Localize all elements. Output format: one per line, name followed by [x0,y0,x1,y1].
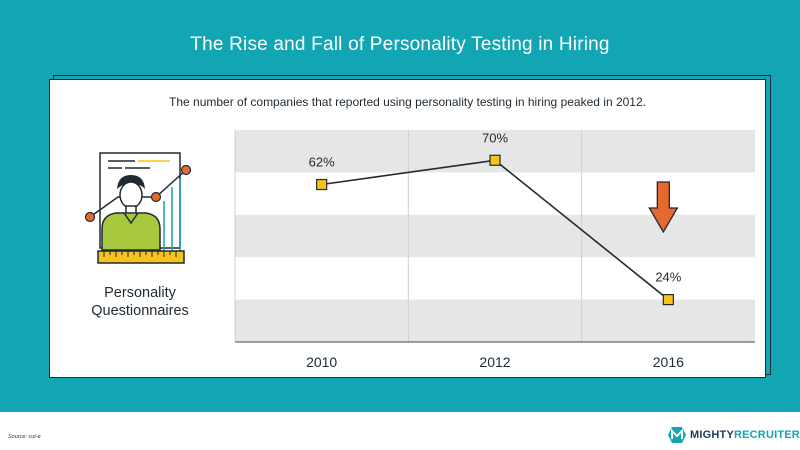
illustration-label-line1: Personality [104,285,176,301]
person-with-chart-icon [80,145,200,275]
data-label: 70% [482,130,508,145]
x-tick-label: 2010 [306,354,337,370]
down-arrow-shape [648,181,679,234]
x-tick-label: 2016 [653,354,684,370]
grid-band [235,214,755,258]
chart-subtitle: The number of companies that reported us… [169,95,646,109]
data-point [662,294,674,306]
brand-mighty: MIGHTY [690,429,734,441]
page-title: The Rise and Fall of Personality Testing… [190,34,610,55]
data-label: 62% [309,155,335,170]
grid-band [235,299,755,342]
data-point [489,154,501,166]
source-note: Source: cut-e [8,434,41,440]
data-label: 24% [655,270,681,285]
x-tick-label: 2012 [479,354,510,370]
data-labels: 62% 70% 24% [309,130,682,284]
illustration-label-line2: Questionnaires [91,303,189,319]
data-markers [316,154,674,306]
logo-mark-icon [668,427,686,443]
mighty-recruiter-logo: MIGHTYRECRUITER [668,425,800,445]
down-arrow-icon [648,181,679,234]
line-chart: 62% 70% 24% 2010 2012 2016 [234,130,755,370]
category-separators [407,130,583,342]
data-point [316,178,328,191]
brand-recruiter: RECRUITER [733,429,800,441]
x-tick-labels: 2010 2012 2016 [306,354,684,370]
illustration-label: Personality Questionnaires [60,284,220,320]
